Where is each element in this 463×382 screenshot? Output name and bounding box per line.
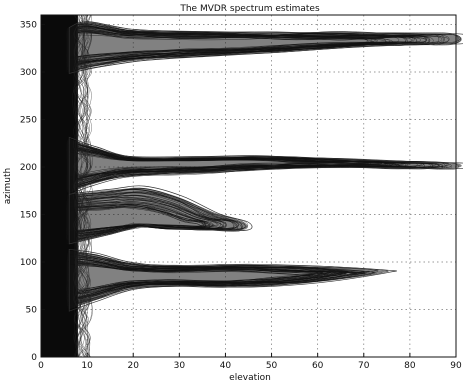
y-tick-label: 0 [31, 353, 37, 363]
lobe-envelope [68, 248, 398, 312]
band-strand [73, 14, 92, 358]
contour-line [68, 255, 365, 305]
contour-line [67, 262, 327, 295]
contour-line [67, 197, 227, 237]
lobe-envelope [68, 136, 463, 196]
contour-line [67, 201, 215, 236]
band-strand [74, 14, 92, 358]
band-strand [74, 14, 91, 358]
data-layer [41, 14, 463, 358]
contour-line [68, 147, 400, 183]
x-tick-label: 70 [358, 361, 370, 371]
grid-layer [41, 15, 456, 357]
plot-area [40, 14, 463, 358]
contour-line [68, 22, 461, 72]
x-tick-label: 40 [220, 361, 232, 371]
x-tick-label: 0 [38, 361, 44, 371]
contour-line [66, 199, 224, 239]
contour-line [67, 140, 439, 191]
contour-line [67, 147, 394, 182]
contour-line [67, 32, 373, 59]
contour-line [68, 261, 331, 296]
band-strand [72, 14, 92, 358]
y-tick-label: 250 [20, 116, 37, 126]
contour-line [66, 264, 318, 295]
x-axis-label: elevation [229, 373, 271, 382]
x-tick-label: 60 [312, 361, 324, 371]
chart-title: The MVDR spectrum estimates [179, 4, 320, 14]
contour-line [66, 27, 427, 69]
x-tick-label: 10 [81, 361, 93, 371]
contour-line [67, 207, 204, 234]
y-tick-label: 300 [20, 68, 37, 78]
plot-border [40, 14, 457, 358]
lobe-envelope [68, 21, 463, 74]
lobe-85 [66, 248, 398, 312]
contour-line [67, 195, 227, 239]
contour-line [68, 251, 374, 305]
y-axis-label: azimuth [3, 168, 13, 204]
y-tick-label: 350 [20, 21, 37, 31]
lobe-envelope [68, 185, 253, 245]
band-strand [74, 14, 93, 358]
x-tick-label: 30 [174, 361, 186, 371]
lobe-205 [66, 136, 463, 196]
y-tick-label: 100 [20, 258, 37, 268]
x-tick-label: 90 [450, 361, 462, 371]
contour-line [67, 29, 414, 64]
y-tick-label: 50 [26, 306, 38, 316]
x-tick-label: 20 [127, 361, 139, 371]
band-strand [72, 14, 89, 358]
x-tick-label: 50 [266, 361, 278, 371]
lobe-330 [66, 21, 463, 74]
y-axis-ticks: 0 50 100 150 200 250 300 350 [20, 21, 45, 363]
x-tick-label: 80 [404, 361, 416, 371]
band-strand [73, 14, 92, 358]
x-axis-ticks: 0 10 20 30 40 50 60 70 80 90 [38, 353, 462, 371]
contour-line [67, 187, 249, 242]
contour-line [66, 31, 386, 59]
y-tick-label: 150 [20, 211, 37, 221]
contour-line [66, 191, 238, 242]
band-strand [73, 14, 92, 358]
band-strands [71, 14, 93, 358]
contour-line [67, 204, 206, 233]
y-tick-label: 200 [20, 163, 37, 173]
lobe-140 [66, 185, 253, 245]
band-strand [73, 14, 92, 358]
